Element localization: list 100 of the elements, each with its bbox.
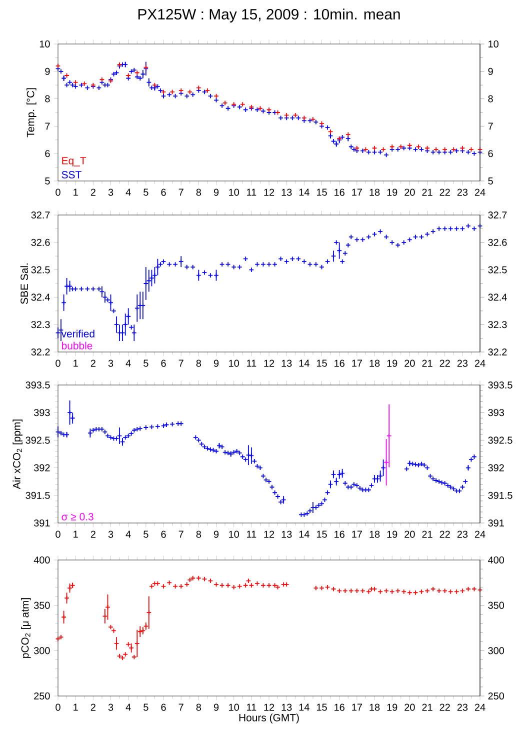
y-tick-label: 7 [45, 122, 50, 130]
x-tick-label: 20 [404, 530, 415, 538]
y2-tick-label: 391 [488, 519, 504, 527]
y-tick-label: 392 [34, 464, 50, 472]
x-tick-label: 24 [474, 530, 486, 538]
x-tick-label: 14 [299, 188, 310, 196]
y2-tick-label: 32.5 [488, 266, 507, 274]
x-tick-label: 0 [56, 360, 60, 367]
x-axis-title: Hours (GMT) [239, 714, 299, 724]
x-tick-label: 1 [74, 360, 78, 367]
x-tick-label: 11 [247, 360, 256, 367]
y-tick-label: 32.2 [31, 348, 50, 356]
y2-tick-label: 10 [488, 40, 498, 48]
y-tick-label: 6 [45, 150, 50, 158]
series-label: verified [61, 330, 94, 338]
x-tick-label: 18 [370, 188, 380, 196]
x-tick-label: 8 [196, 188, 202, 196]
y2-tick-label: 392 [488, 464, 504, 472]
x-tick-label: 9 [214, 188, 219, 196]
x-tick-label: 12 [264, 530, 274, 538]
y-axis-title: Air xCO$_{2}$ [ppm] [12, 420, 22, 490]
x-tick-label: 19 [387, 360, 398, 367]
y-tick-label: 391 [34, 519, 50, 527]
x-tick-label: 1 [74, 704, 78, 711]
x-tick-label: 6 [161, 188, 166, 196]
x-tick-label: 14 [299, 360, 310, 367]
y-tick-label: 32.5 [31, 266, 50, 274]
x-tick-label: 21 [422, 188, 432, 196]
y2-tick-label: 32.6 [488, 238, 507, 246]
x-tick-label: 3 [108, 530, 114, 538]
y2-tick-label: 32.3 [488, 321, 507, 328]
x-tick-label: 19 [387, 704, 398, 711]
x-tick-label: 5 [144, 530, 148, 538]
x-tick-label: 17 [352, 704, 362, 711]
x-tick-label: 16 [334, 360, 344, 367]
x-tick-label: 7 [178, 360, 184, 367]
y2-tick-label: 32.7 [488, 211, 507, 219]
x-tick-label: 23 [457, 360, 468, 367]
x-tick-label: 16 [334, 704, 344, 711]
x-tick-label: 0 [56, 704, 60, 711]
x-tick-label: 9 [214, 360, 219, 367]
x-tick-label: 4 [126, 188, 131, 196]
y2-tick-label: 32.4 [488, 294, 507, 301]
y2-tick-label: 250 [488, 692, 504, 700]
x-tick-label: 24 [474, 188, 486, 196]
x-tick-label: 14 [299, 704, 310, 711]
x-tick-label: 17 [352, 530, 362, 538]
x-tick-label: 15 [316, 188, 327, 196]
y2-tick-label: 393.5 [488, 381, 512, 389]
x-tick-label: 4 [126, 704, 131, 711]
x-tick-label: 13 [282, 704, 292, 711]
x-tick-label: 6 [161, 360, 166, 367]
x-tick-label: 4 [126, 360, 131, 367]
x-tick-label: 5 [144, 704, 148, 711]
x-tick-label: 8 [196, 704, 202, 711]
x-tick-label: 13 [282, 360, 292, 367]
x-tick-label: 8 [196, 530, 202, 538]
x-tick-label: 14 [299, 530, 310, 538]
y2-tick-label: 6 [488, 150, 493, 158]
x-tick-label: 5 [144, 360, 148, 367]
x-tick-label: 19 [387, 530, 398, 538]
x-tick-label: 9 [214, 530, 219, 538]
x-tick-label: 22 [440, 530, 450, 538]
x-tick-label: 12 [264, 188, 274, 196]
x-tick-label: 1 [74, 530, 78, 538]
x-tick-label: 17 [352, 188, 362, 196]
x-tick-label: 2 [90, 704, 96, 711]
x-tick-label: 6 [161, 704, 166, 711]
x-tick-label: 23 [457, 530, 468, 538]
x-tick-label: 23 [457, 188, 468, 196]
x-tick-label: 11 [247, 530, 256, 538]
legend-label: bubble [62, 342, 92, 350]
y-tick-label: 391.5 [26, 492, 50, 499]
y2-tick-label: 5 [488, 178, 493, 184]
y2-tick-label: 400 [488, 556, 504, 564]
x-tick-label: 15 [316, 360, 327, 367]
x-tick-label: 24 [474, 704, 486, 711]
y-tick-label: 393.5 [26, 381, 50, 389]
x-tick-label: 5 [144, 188, 148, 196]
x-tick-label: 3 [108, 704, 114, 711]
x-tick-label: 19 [387, 188, 398, 196]
x-tick-label: 13 [282, 188, 292, 196]
x-tick-label: 10 [229, 188, 239, 196]
x-tick-label: 18 [370, 360, 380, 367]
y2-tick-label: 391.5 [488, 492, 512, 499]
x-tick-label: 10 [229, 360, 239, 367]
x-tick-label: 0 [56, 530, 60, 538]
x-tick-label: 8 [196, 360, 202, 367]
y2-tick-label: 393 [488, 409, 504, 416]
y-tick-label: 350 [34, 602, 50, 609]
x-tick-label: 2 [90, 188, 96, 196]
x-tick-label: 11 [247, 704, 256, 711]
x-tick-label: 7 [178, 704, 184, 711]
y-tick-label: 300 [34, 647, 50, 654]
y2-tick-label: 392.5 [488, 436, 512, 444]
y2-tick-label: 350 [488, 602, 504, 609]
x-tick-label: 7 [178, 530, 184, 538]
x-tick-label: 18 [370, 530, 380, 538]
x-tick-label: 22 [440, 360, 450, 367]
x-tick-label: 7 [178, 188, 184, 196]
